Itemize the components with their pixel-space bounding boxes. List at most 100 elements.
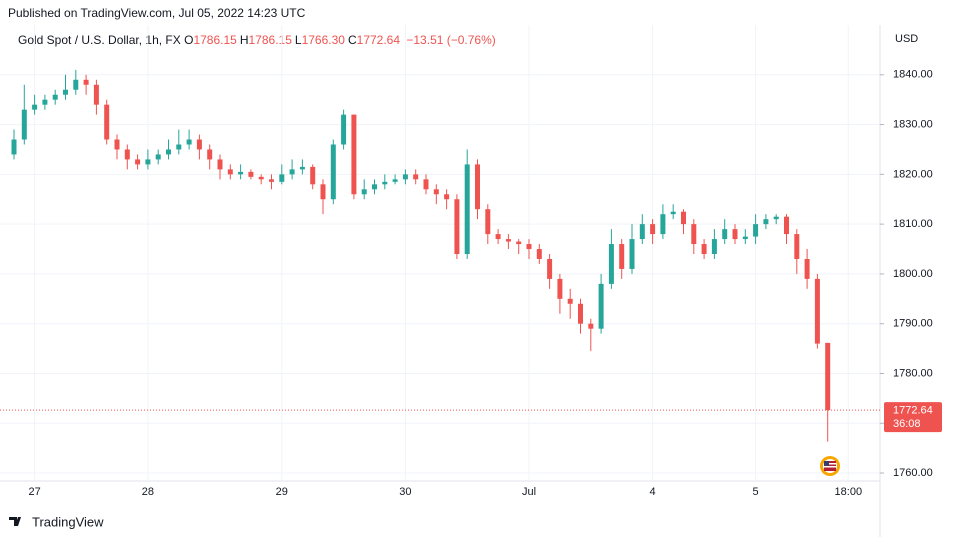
y-tick-label: 1840.00 <box>893 69 933 81</box>
candle-body <box>454 199 460 255</box>
ohlc-value: 1786.15 <box>193 33 237 47</box>
candle-body <box>93 84 99 105</box>
candle-body <box>135 159 141 165</box>
y-tick-label: 1790.00 <box>893 318 933 330</box>
candle-body <box>299 166 305 170</box>
candle-body <box>588 323 594 329</box>
candle-body <box>444 194 450 200</box>
candle-body <box>505 239 511 242</box>
candle-body <box>742 236 748 240</box>
candle-body <box>650 224 656 235</box>
candle-body <box>11 139 17 155</box>
candle-body <box>21 109 27 140</box>
candle-body <box>392 179 398 182</box>
candle-body <box>124 149 130 160</box>
published-note: Published on TradingView.com, Jul 05, 20… <box>8 6 306 20</box>
candle-body <box>310 166 316 185</box>
candle-body <box>495 234 501 240</box>
symbol-title: Gold Spot / U.S. Dollar, 1h, FX <box>18 33 181 47</box>
last-price-label: 1772.64 <box>893 405 933 417</box>
candle-body <box>341 114 347 145</box>
candle-body <box>660 214 666 235</box>
y-tick-label: 1830.00 <box>893 118 933 130</box>
candle-body <box>320 184 326 200</box>
x-tick-label: 4 <box>650 486 656 498</box>
candle-body <box>763 219 769 225</box>
candle-body <box>52 94 58 100</box>
plot-area <box>0 25 880 480</box>
candle-body <box>794 234 800 259</box>
candle-body <box>670 211 676 215</box>
candle-body <box>258 176 264 180</box>
candle-body <box>753 224 759 237</box>
y-tick-label: 1760.00 <box>893 467 933 479</box>
candle-body <box>248 171 254 177</box>
candle-body <box>186 139 192 145</box>
candle-body <box>619 244 625 269</box>
candle-body <box>330 144 336 200</box>
candle-body <box>516 241 522 245</box>
event-icon <box>820 456 840 476</box>
candle-body <box>155 154 161 160</box>
y-tick-label: 1780.00 <box>893 367 933 379</box>
x-tick-label: 5 <box>753 486 759 498</box>
candle-body <box>351 114 357 195</box>
candle-body <box>433 189 439 195</box>
candle-body <box>269 179 274 182</box>
brand: TradingView <box>9 514 104 529</box>
candle-body <box>361 189 367 195</box>
candle-body <box>382 181 388 185</box>
candle-body <box>166 149 171 155</box>
ohlc-key: H <box>239 33 249 47</box>
y-tick-label: 1820.00 <box>893 168 933 180</box>
candle-body <box>145 159 151 165</box>
candle-body <box>73 79 79 90</box>
countdown-label: 36:08 <box>893 418 921 430</box>
currency-label: USD <box>895 33 918 45</box>
candle-body <box>567 298 573 304</box>
candle-body <box>227 169 233 175</box>
x-tick-label: Jul <box>522 486 536 498</box>
x-tick-label: 18:00 <box>835 486 863 498</box>
candle-body <box>722 229 728 240</box>
candle-body <box>42 99 48 105</box>
x-tick-label: 29 <box>276 486 288 498</box>
last-price-box <box>884 402 942 433</box>
candle-body <box>196 139 202 150</box>
ohlc-key: C <box>347 33 357 47</box>
candle-body <box>578 303 583 324</box>
candle-body <box>691 224 697 245</box>
candle-body <box>536 249 542 259</box>
candle-body <box>814 278 820 344</box>
candle-body <box>279 174 285 182</box>
ohlc-value: 1786.15 <box>248 33 292 47</box>
candle-body <box>475 164 480 210</box>
candle-body <box>238 171 244 175</box>
x-tick-label: 28 <box>142 486 154 498</box>
y-tick-label: 1810.00 <box>893 218 933 230</box>
ohlc-value: 1766.30 <box>301 33 345 47</box>
candle-body <box>289 169 295 175</box>
candle-body <box>547 258 553 279</box>
candle-body <box>526 244 532 250</box>
candle-body <box>557 278 563 299</box>
candle-body <box>423 179 429 190</box>
x-tick-label: 30 <box>399 486 411 498</box>
candle-body <box>114 139 120 150</box>
candle-body <box>784 216 789 235</box>
candle-body <box>598 283 604 329</box>
price-change: −13.51 (−0.76%) <box>406 33 496 47</box>
brand-name: TradingView <box>32 514 104 529</box>
ohlc-key: O <box>184 33 194 47</box>
candle-body <box>825 342 831 411</box>
ohlc-key: L <box>294 33 302 47</box>
y-tick-label: 1800.00 <box>893 268 933 280</box>
candle-body <box>711 239 717 255</box>
candle-body <box>402 174 408 180</box>
candle-body <box>681 211 686 225</box>
candle-body <box>639 224 645 240</box>
candle-body <box>804 258 810 279</box>
candle-body <box>629 239 635 269</box>
